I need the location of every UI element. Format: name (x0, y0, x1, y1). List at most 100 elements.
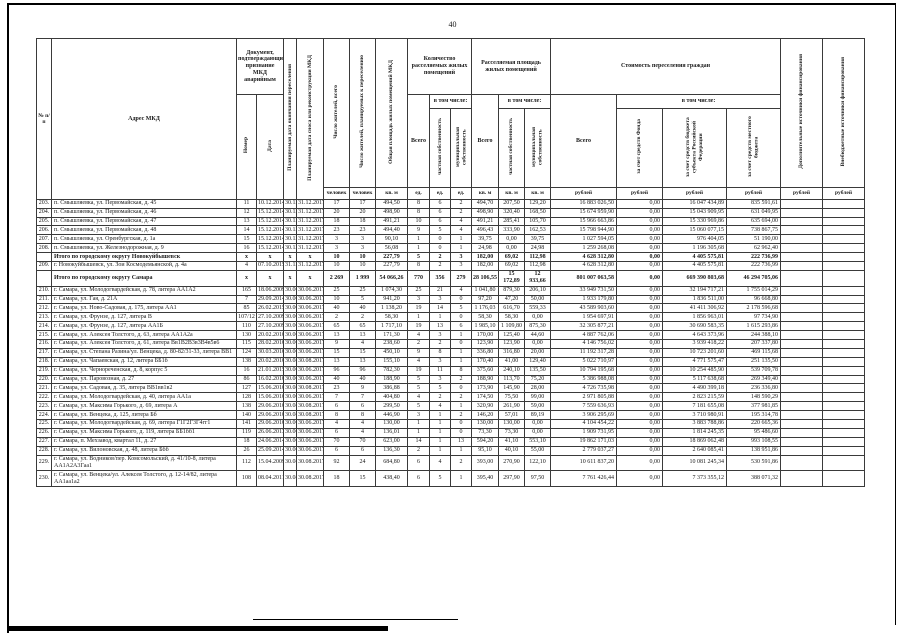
cell-13: 616,70 (498, 303, 526, 314)
cell-10: 6 (429, 216, 452, 227)
cell-19 (780, 303, 824, 314)
table-row: 207. п. Смышляевка, ул. Оренбургская, д. … (36, 234, 866, 245)
cell-15: 4 726 735,98 (550, 383, 618, 394)
cell-14: 55,00 (524, 445, 552, 456)
cell-13: 125,40 (498, 330, 526, 340)
cell-5: 30.06.2017 (296, 294, 325, 305)
cell-14: 39,75 (524, 234, 552, 245)
cell-3: 29.06.2010 (255, 418, 285, 429)
cell-10: 1 (429, 445, 452, 456)
cell-18: 377 981,85 (726, 401, 782, 412)
cell-12: 494,70 (471, 198, 500, 209)
table-row: 212. г. Самара, ул. Ново-Садовая, д. 175,… (36, 303, 866, 314)
cell-7: 24 (349, 454, 377, 472)
table-body: 203. п. Смышляевка, ул. Первомайская, д. … (36, 198, 866, 488)
cell-12: 24,98 (471, 243, 500, 254)
cell-20 (822, 303, 866, 314)
cell-11: 1 (450, 234, 473, 245)
cell-20 (822, 252, 866, 262)
cell-19 (780, 312, 824, 323)
cell-16: 0,00 (616, 303, 664, 314)
cell-0: 224. (36, 410, 52, 420)
cell-9: 5 (407, 374, 431, 385)
cell-10: 1 (429, 418, 452, 429)
cell-13: 113,70 (498, 374, 526, 385)
cell-7: 8 (349, 410, 377, 420)
cell-9: 8 (407, 207, 431, 218)
cell-0: 209. (36, 260, 52, 271)
cell-16: 0,00 (616, 321, 664, 332)
col-header-residents-total: Число жителей, всего (323, 38, 351, 188)
cell-17: 7 373 355,12 (662, 470, 728, 488)
table-row: 203. п. Смышляевка, ул. Первомайская, д. … (36, 198, 866, 209)
table-row: 223. г. Самара, ул. Максима Горького, д. … (36, 401, 866, 412)
cell-13: 1 109,80 (498, 321, 526, 332)
table-row: 224. г. Самара, ул. Венцека, д. 125, лите… (36, 410, 866, 420)
cell-8: 782,30 (375, 365, 409, 376)
cell-15: 1 954 697,91 (550, 312, 618, 323)
cell-9: 6 (407, 470, 431, 488)
table-row: 219. г. Самара, ул. Чернореченская, д. 8,… (36, 365, 866, 376)
cell-3: х (255, 252, 285, 262)
cell-7: 6 (349, 445, 377, 456)
cell-3: 08.04.2011 (255, 470, 285, 488)
cell-18: 539 709,78 (726, 365, 782, 376)
cell-5: 30.06.2017 (296, 303, 325, 314)
cell-18: 993 108,55 (726, 436, 782, 447)
cell-0: 203. (36, 198, 52, 209)
cell-5: 30.06.2017 (296, 365, 325, 376)
unit-label: ед. (450, 186, 473, 200)
cell-8: 941,20 (375, 294, 409, 305)
cell-19 (780, 470, 824, 488)
cell-16: 0,00 (616, 234, 664, 245)
cell-8: 1 717,10 (375, 321, 409, 332)
cell-10: 5 (429, 383, 452, 394)
cell-2: 124 (236, 347, 257, 358)
cell-19 (780, 410, 824, 420)
cell-15: 5 386 988,08 (550, 374, 618, 385)
cell-8: 438,40 (375, 470, 409, 488)
cell-18: 244 388,10 (726, 330, 782, 340)
cell-17: 10 081 245,34 (662, 454, 728, 472)
cell-0: 205. (36, 216, 52, 227)
cell-10: 2 (429, 392, 452, 403)
cell-9: 4 (407, 330, 431, 340)
cell-7: 10 (349, 252, 377, 262)
resettlement-table: № п/п Адрес МКД Документ, подтверждающий… (36, 38, 866, 488)
cell-17: 3 883 788,86 (662, 418, 728, 429)
cell-1: г. Самара, ул. Гая, д. 21А (51, 294, 237, 305)
col-header-address: Адрес МКД (51, 38, 237, 200)
cell-1: г. Самара, ул. Фрунзе, д. 127, литера В (51, 312, 237, 323)
cell-17: 1 196 305,68 (662, 243, 728, 254)
cell-13: 41,10 (498, 436, 526, 447)
table-row: 229. г. Самара, ул. Водников/пер. Комсомо… (36, 454, 866, 472)
cell-20 (822, 269, 866, 287)
cell-8: 56,08 (375, 243, 409, 254)
cell-7: 3 (349, 234, 377, 245)
cell-10: 2 (429, 252, 452, 262)
cell-18: 222 736,99 (726, 260, 782, 271)
cell-18: 138 951,86 (726, 445, 782, 456)
cell-0: 225. (36, 418, 52, 429)
cell-6: 2 (323, 312, 351, 323)
cell-4: 30.06.2017 (283, 427, 298, 438)
cell-0: 213. (36, 312, 52, 323)
cell-13: 0,00 (498, 243, 526, 254)
cell-8: 54 066,26 (375, 269, 409, 287)
cell-18: 269 349,40 (726, 374, 782, 385)
cell-0: 215. (36, 330, 52, 340)
cell-2: 16 (236, 365, 257, 376)
cell-16: 0,00 (616, 418, 664, 429)
cell-20 (822, 347, 866, 358)
cell-8: 188,90 (375, 374, 409, 385)
cell-14: 135,50 (524, 365, 552, 376)
cell-4: 30.06.2017 (283, 445, 298, 456)
cell-13: 297,90 (498, 470, 526, 488)
cell-17: 976 404,05 (662, 234, 728, 245)
cell-4: 30.08.2017 (283, 383, 298, 394)
col-header-row-number: № п/п (36, 38, 52, 200)
cell-0: 217. (36, 347, 52, 358)
cell-1: г. Самара, ул. Молодогвардейская, д. 78,… (51, 285, 237, 296)
cell-6: 96 (323, 365, 351, 376)
cell-7: 25 (349, 285, 377, 296)
